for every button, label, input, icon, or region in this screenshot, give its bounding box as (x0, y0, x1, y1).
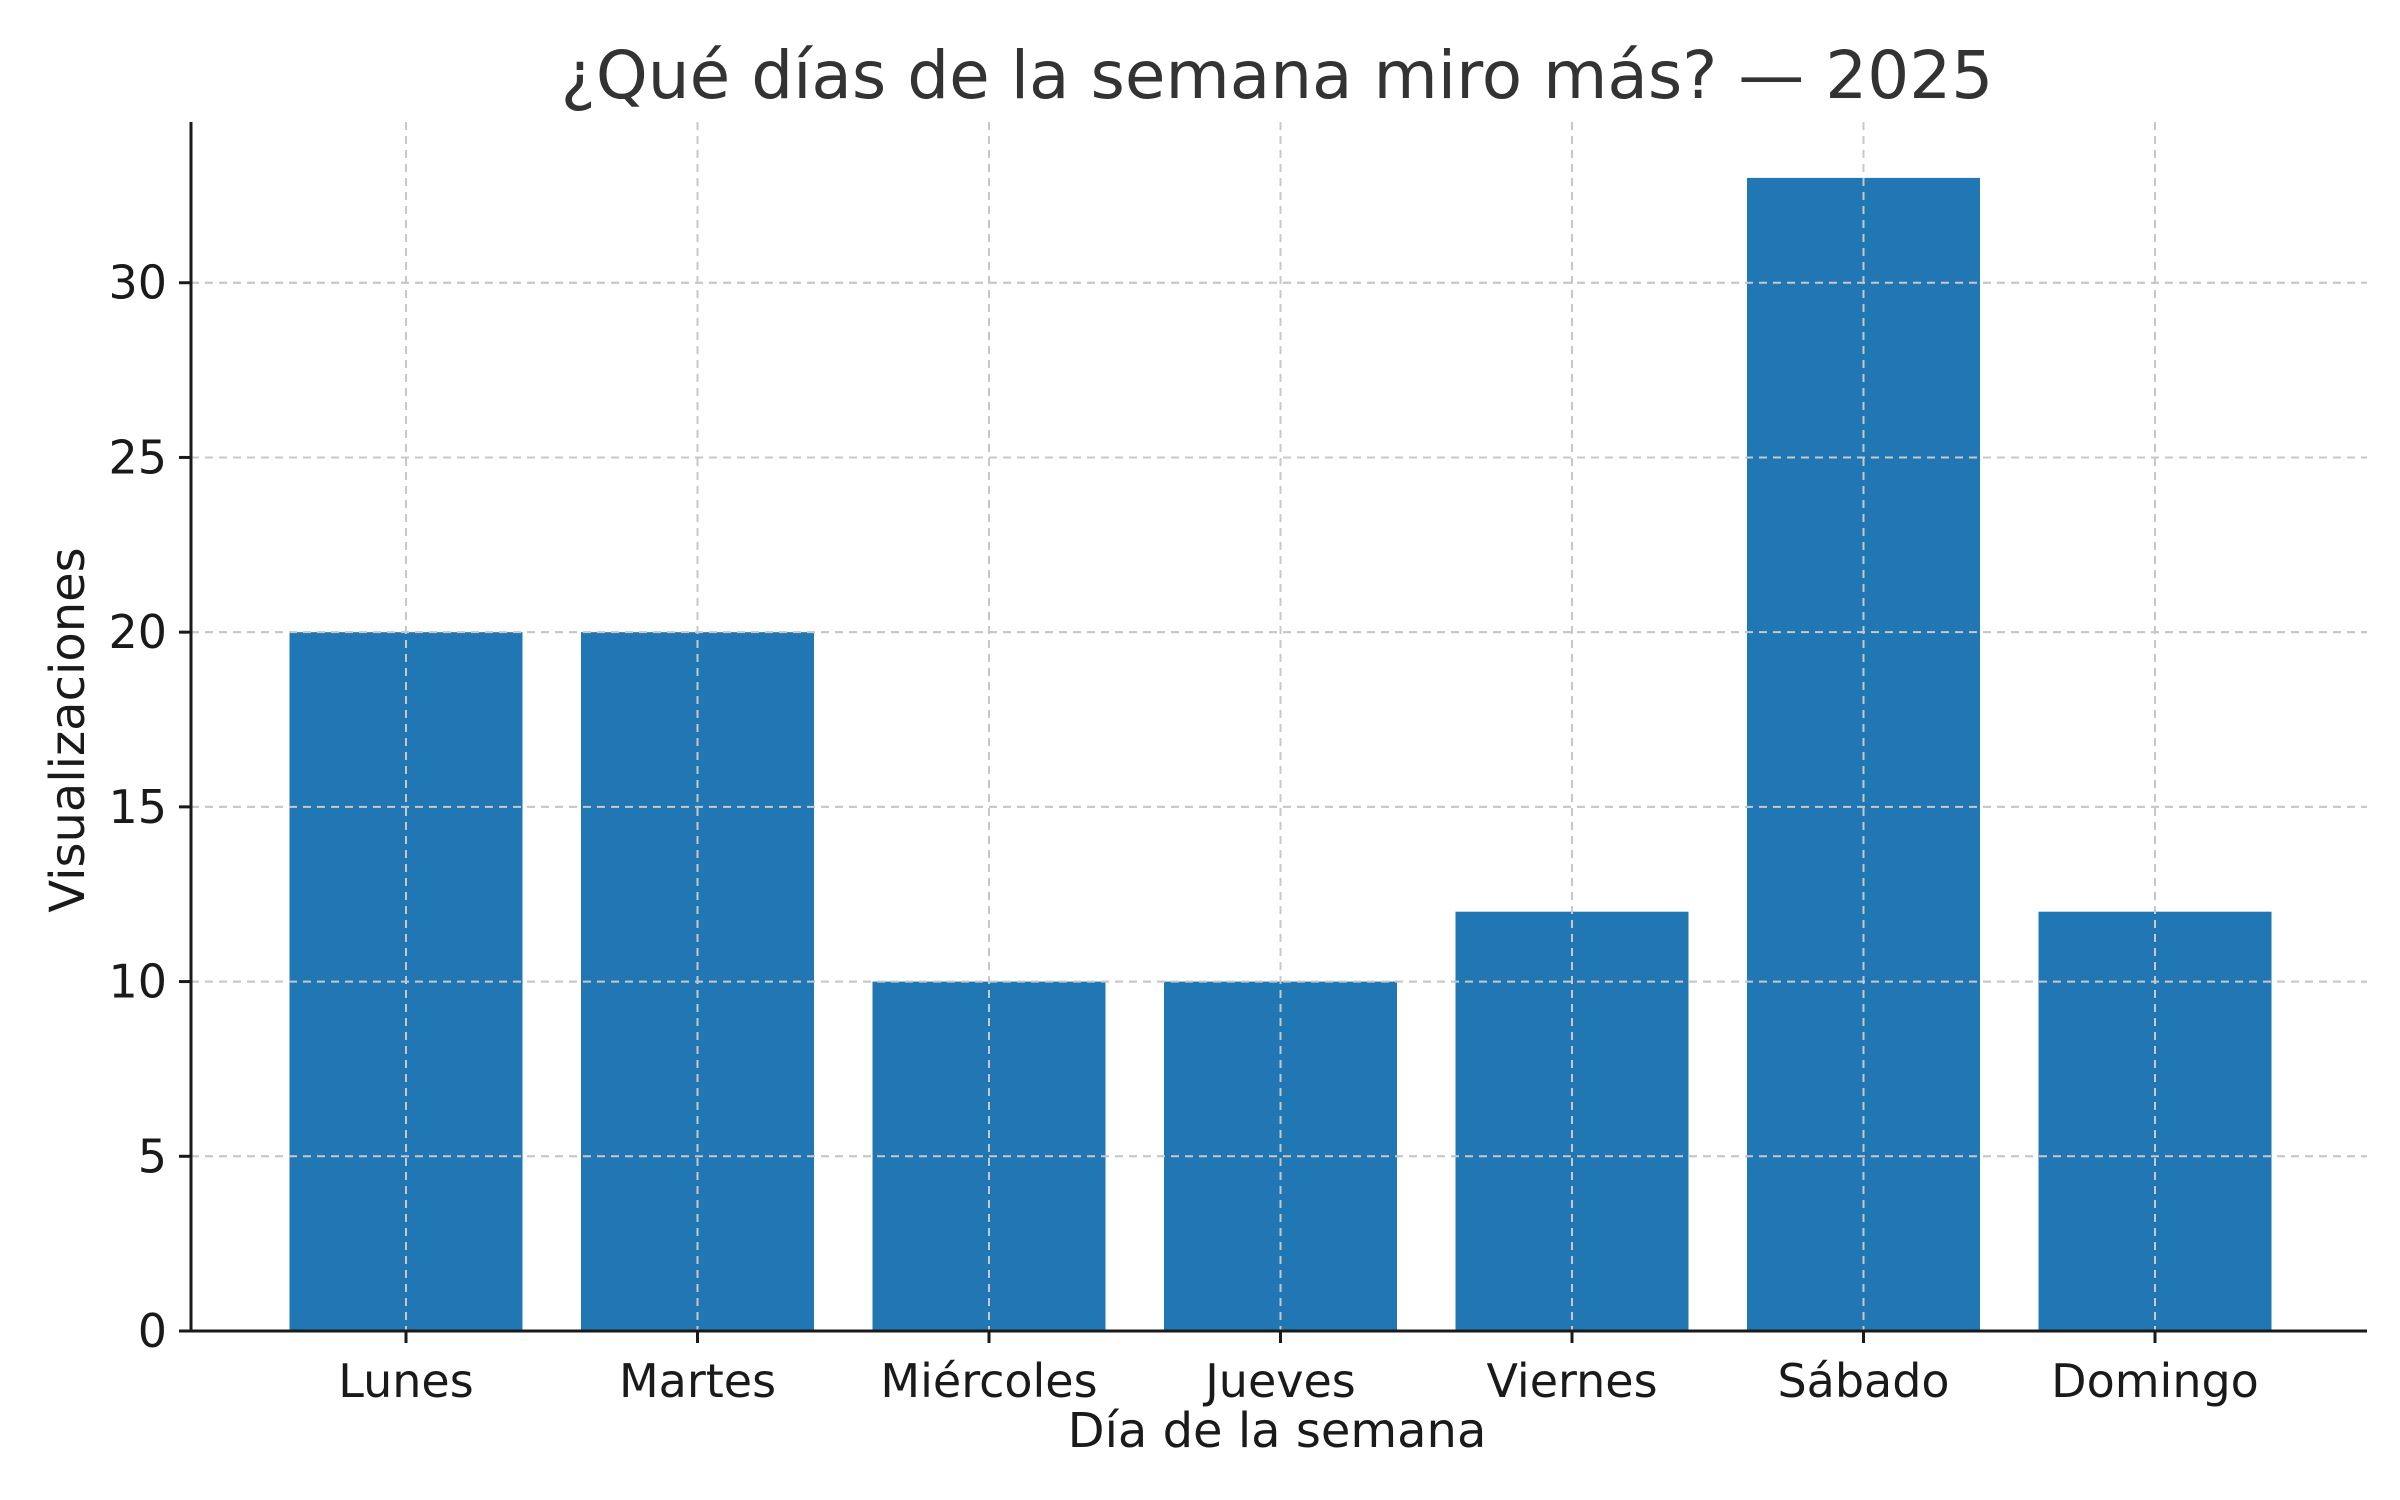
y-tick-label: 0 (138, 1304, 167, 1358)
y-tick-label: 15 (108, 780, 167, 834)
grid-overlay-layer (191, 122, 2367, 1331)
y-tick-label: 5 (138, 1129, 167, 1183)
x-tick-label: Jueves (1202, 1354, 1356, 1408)
x-axis-label: Día de la semana (1068, 1403, 1487, 1459)
x-tick-label: Sábado (1777, 1354, 1949, 1408)
x-tick-label: Domingo (2051, 1354, 2259, 1408)
x-tick-label: Miércoles (880, 1354, 1097, 1408)
y-tick-label: 30 (108, 256, 167, 310)
y-axis-label: Visualizaciones (40, 547, 96, 912)
x-ticks-layer: Lunes Martes Miércoles Jueves Viernes Sábado D… (338, 1331, 2259, 1408)
x-tick-label: Viernes (1486, 1354, 1657, 1408)
y-tick-label: 10 (108, 955, 167, 1009)
y-ticks-layer: 0 5 10 15 20 25 30 (108, 256, 191, 1358)
chart-title: ¿Qué días de la semana miro más? — 2025 (561, 37, 1993, 114)
x-tick-label: Martes (619, 1354, 776, 1408)
x-tick-label: Lunes (338, 1354, 473, 1408)
y-tick-label: 25 (108, 430, 167, 484)
y-tick-label: 20 (108, 605, 167, 659)
